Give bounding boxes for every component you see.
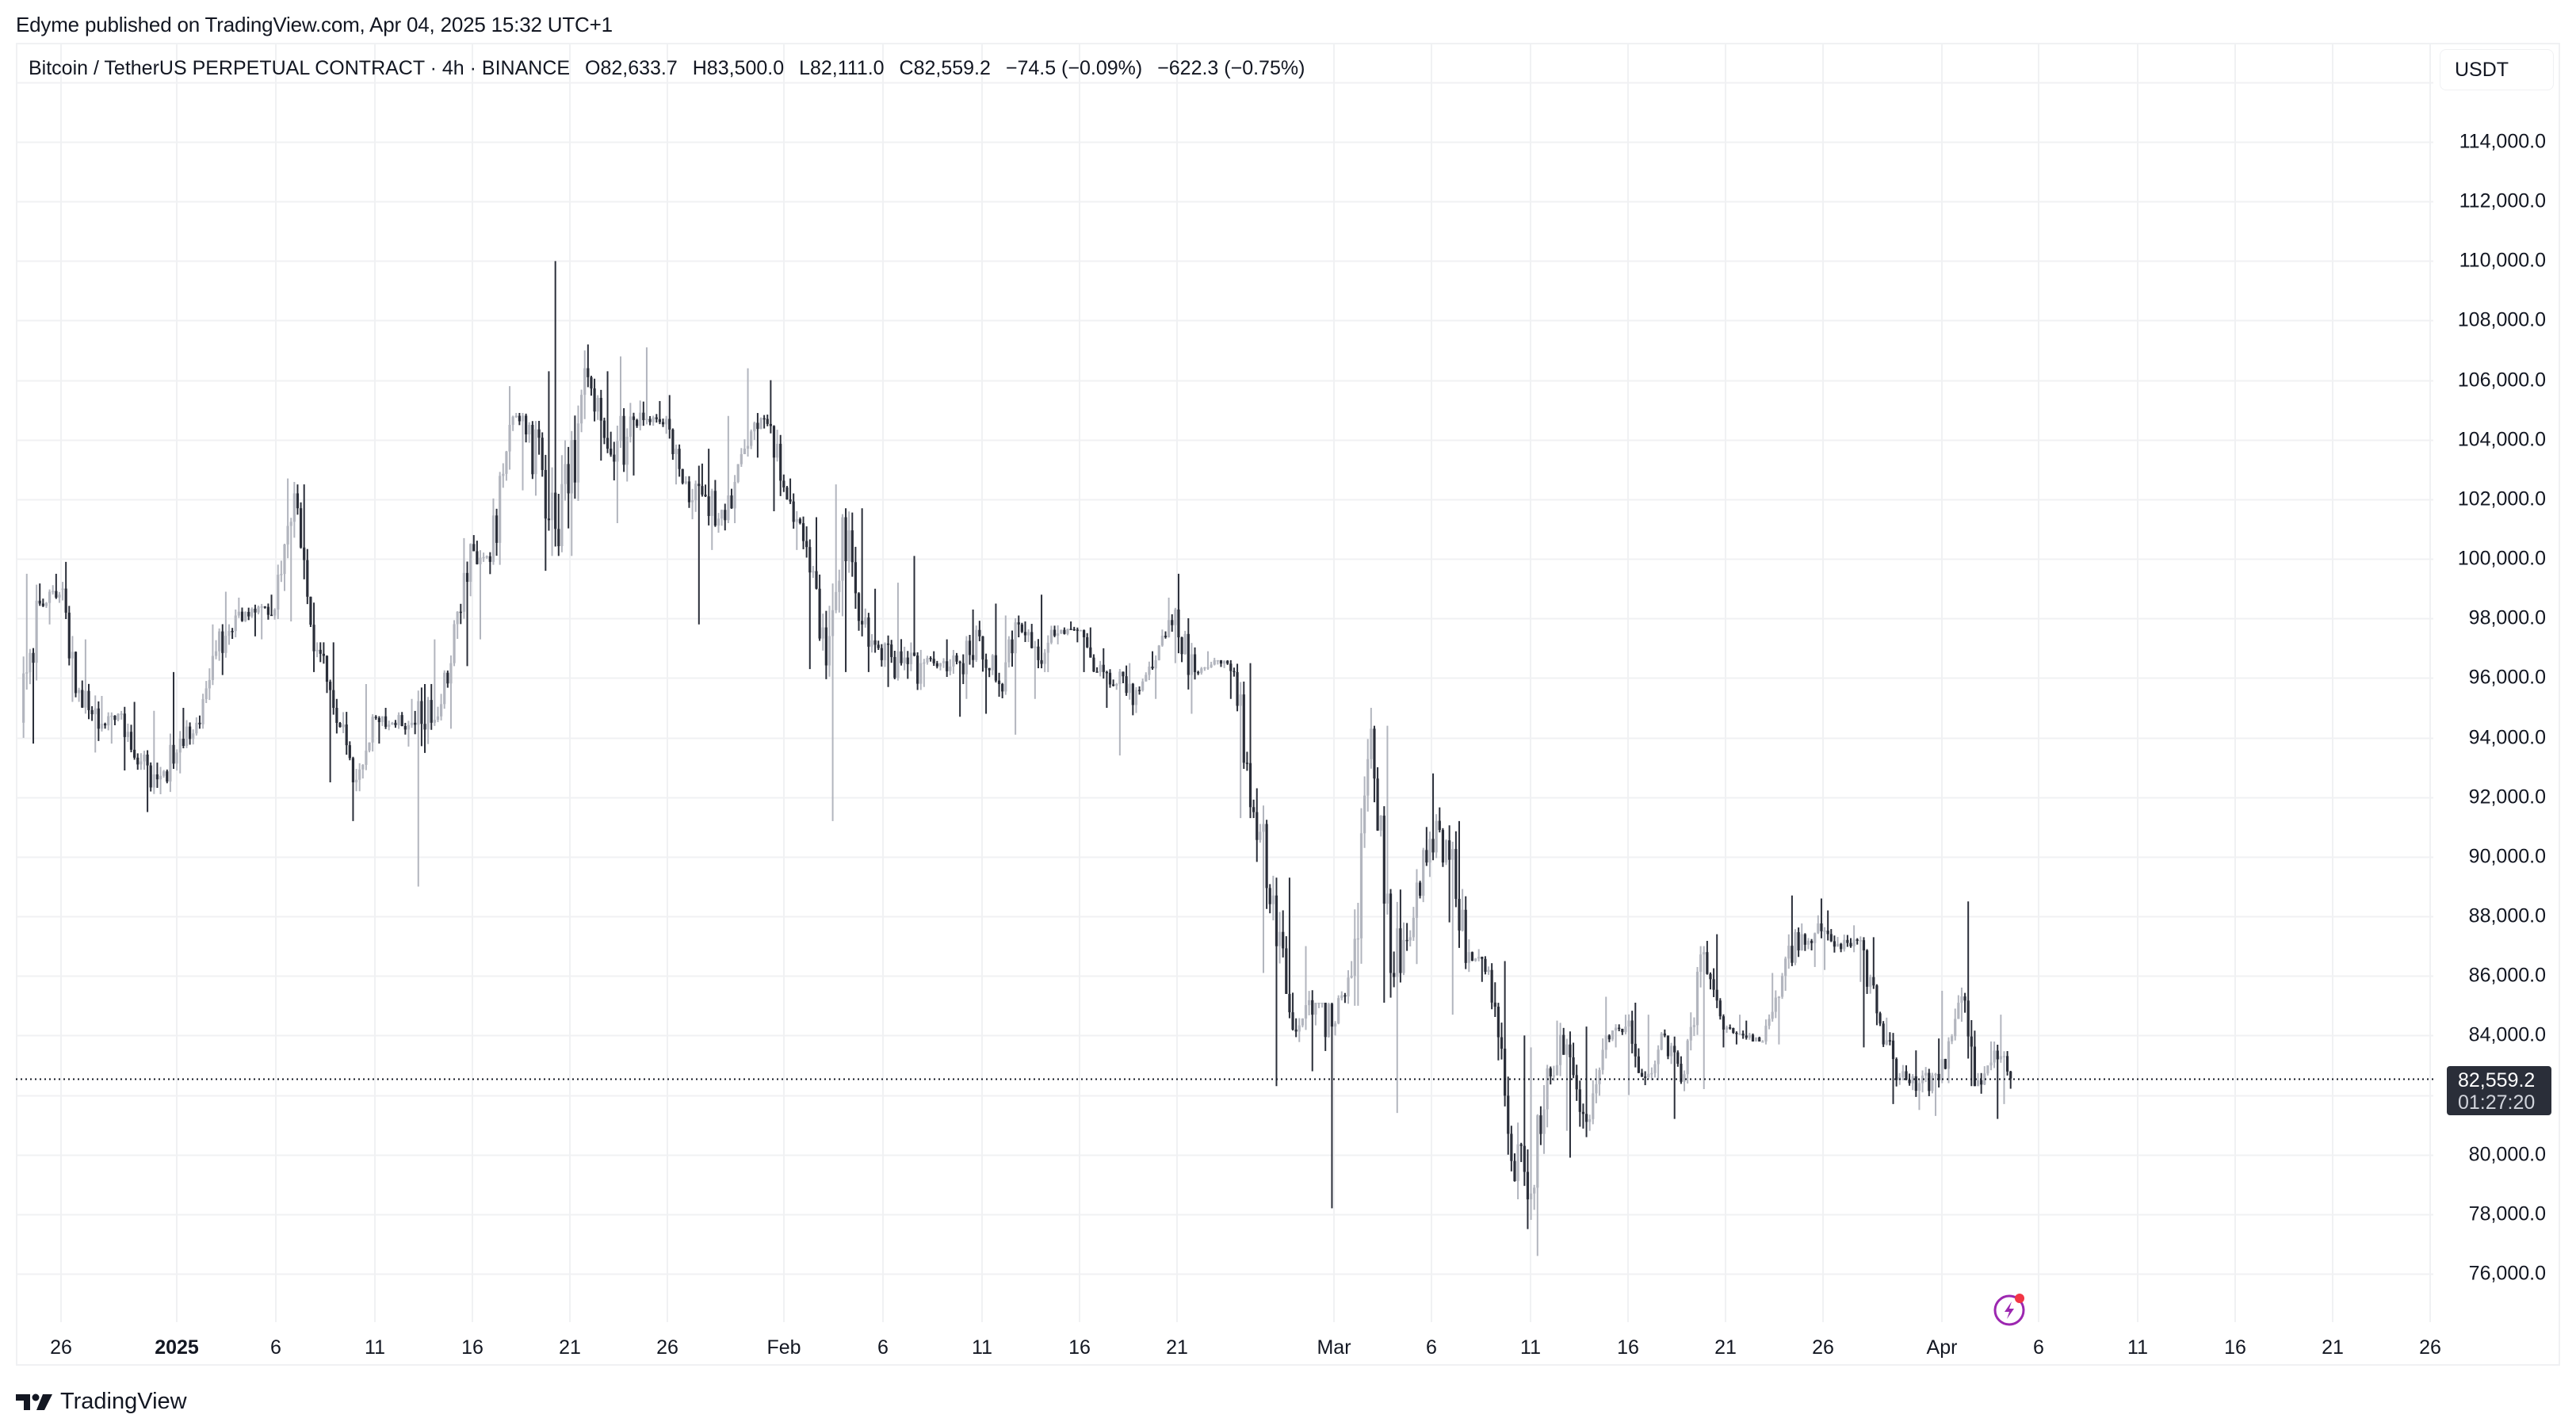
- price-axis[interactable]: 114,000.0 112,000.0 110,000.0 108,000.0 106,…: [2433, 43, 2560, 1322]
- time-tick-label: 11: [2127, 1336, 2148, 1359]
- last-price-label: 82,559.2 01:27:20: [2447, 1065, 2551, 1115]
- chart-frame: [16, 43, 2560, 1366]
- time-tick-label: Feb: [766, 1336, 801, 1359]
- time-tick-label: 11: [365, 1336, 385, 1359]
- time-tick-label: 21: [2322, 1336, 2344, 1359]
- symbol-title[interactable]: Bitcoin / TetherUS PERPETUAL CONTRACT · …: [29, 57, 571, 79]
- price-tick-label: 98,000.0: [2468, 606, 2546, 629]
- price-tick-label: 90,000.0: [2468, 845, 2546, 868]
- tradingview-logo[interactable]: TradingView: [16, 1389, 187, 1415]
- time-tick-label: 26: [656, 1336, 678, 1359]
- time-tick-label: 16: [461, 1336, 483, 1359]
- time-tick-label: 16: [1617, 1336, 1639, 1359]
- time-tick-label: 21: [1166, 1336, 1188, 1359]
- time-tick-label: 6: [2033, 1336, 2044, 1359]
- price-tick-label: 84,000.0: [2468, 1023, 2546, 1046]
- symbol-legend: Bitcoin / TetherUS PERPETUAL CONTRACT · …: [29, 57, 1314, 80]
- price-tick-label: 78,000.0: [2468, 1202, 2546, 1225]
- ohlc-high: H83,500.0: [692, 57, 785, 79]
- time-tick-label: Mar: [1317, 1336, 1351, 1359]
- tradingview-logo-icon: [16, 1393, 52, 1410]
- time-tick-label: 26: [50, 1336, 72, 1359]
- ohlc-change-total: −622.3 (−0.75%): [1157, 57, 1305, 79]
- ohlc-close: C82,559.2: [899, 57, 991, 79]
- time-tick-label: Apr: [1926, 1336, 1958, 1359]
- ohlc-low: L82,111.0: [799, 57, 885, 79]
- time-tick-label: 21: [559, 1336, 581, 1359]
- flash-news-icon[interactable]: [1993, 1291, 2029, 1328]
- price-tick-label: 108,000.0: [2457, 308, 2546, 331]
- chart-plot-area[interactable]: [16, 43, 2433, 1322]
- price-tick-label: 94,000.0: [2468, 726, 2546, 749]
- time-tick-label: 26: [2419, 1336, 2441, 1359]
- currency-button[interactable]: USDT: [2440, 49, 2554, 90]
- time-axis[interactable]: 26 2025 6 11 16 21 26 Feb 6 11 16 21 Mar 6 11 16 21 26 Apr…: [16, 1322, 2441, 1366]
- price-tick-label: 110,000.0: [2459, 249, 2546, 272]
- time-tick-label: 16: [1068, 1336, 1091, 1359]
- time-tick-label: 21: [1714, 1336, 1737, 1359]
- price-tick-label: 86,000.0: [2468, 964, 2546, 987]
- tradingview-brand: TradingView: [60, 1389, 187, 1414]
- ohlc-open: O82,633.7: [585, 57, 678, 79]
- time-tick-label: 6: [270, 1336, 281, 1359]
- price-tick-label: 104,000.0: [2457, 428, 2546, 451]
- time-tick-label: 11: [972, 1336, 992, 1359]
- price-tick-label: 92,000.0: [2468, 786, 2546, 808]
- price-tick-label: 112,000.0: [2459, 189, 2546, 212]
- price-tick-label: 88,000.0: [2468, 904, 2546, 927]
- time-tick-label: 26: [1812, 1336, 1834, 1359]
- time-tick-label: 6: [1426, 1336, 1437, 1359]
- publish-info: Edyme published on TradingView.com, Apr …: [16, 13, 613, 36]
- candlestick-chart: [16, 43, 2433, 1322]
- time-tick-label: 2025: [155, 1336, 199, 1359]
- time-tick-label: 16: [2224, 1336, 2246, 1359]
- price-tick-label: 96,000.0: [2468, 666, 2546, 689]
- price-tick-label: 102,000.0: [2457, 487, 2546, 510]
- price-tick-label: 80,000.0: [2468, 1143, 2546, 1166]
- price-tick-label: 106,000.0: [2457, 369, 2546, 392]
- ohlc-change: −74.5 (−0.09%): [1005, 57, 1143, 79]
- price-tick-label: 114,000.0: [2459, 130, 2546, 153]
- time-tick-label: 11: [1520, 1336, 1541, 1359]
- price-tick-label: 76,000.0: [2468, 1262, 2546, 1285]
- bar-countdown: 01:27:20: [2458, 1091, 2536, 1114]
- time-tick-label: 6: [877, 1336, 889, 1359]
- last-price-value: 82,559.2: [2458, 1068, 2536, 1091]
- price-tick-label: 100,000.0: [2457, 547, 2546, 570]
